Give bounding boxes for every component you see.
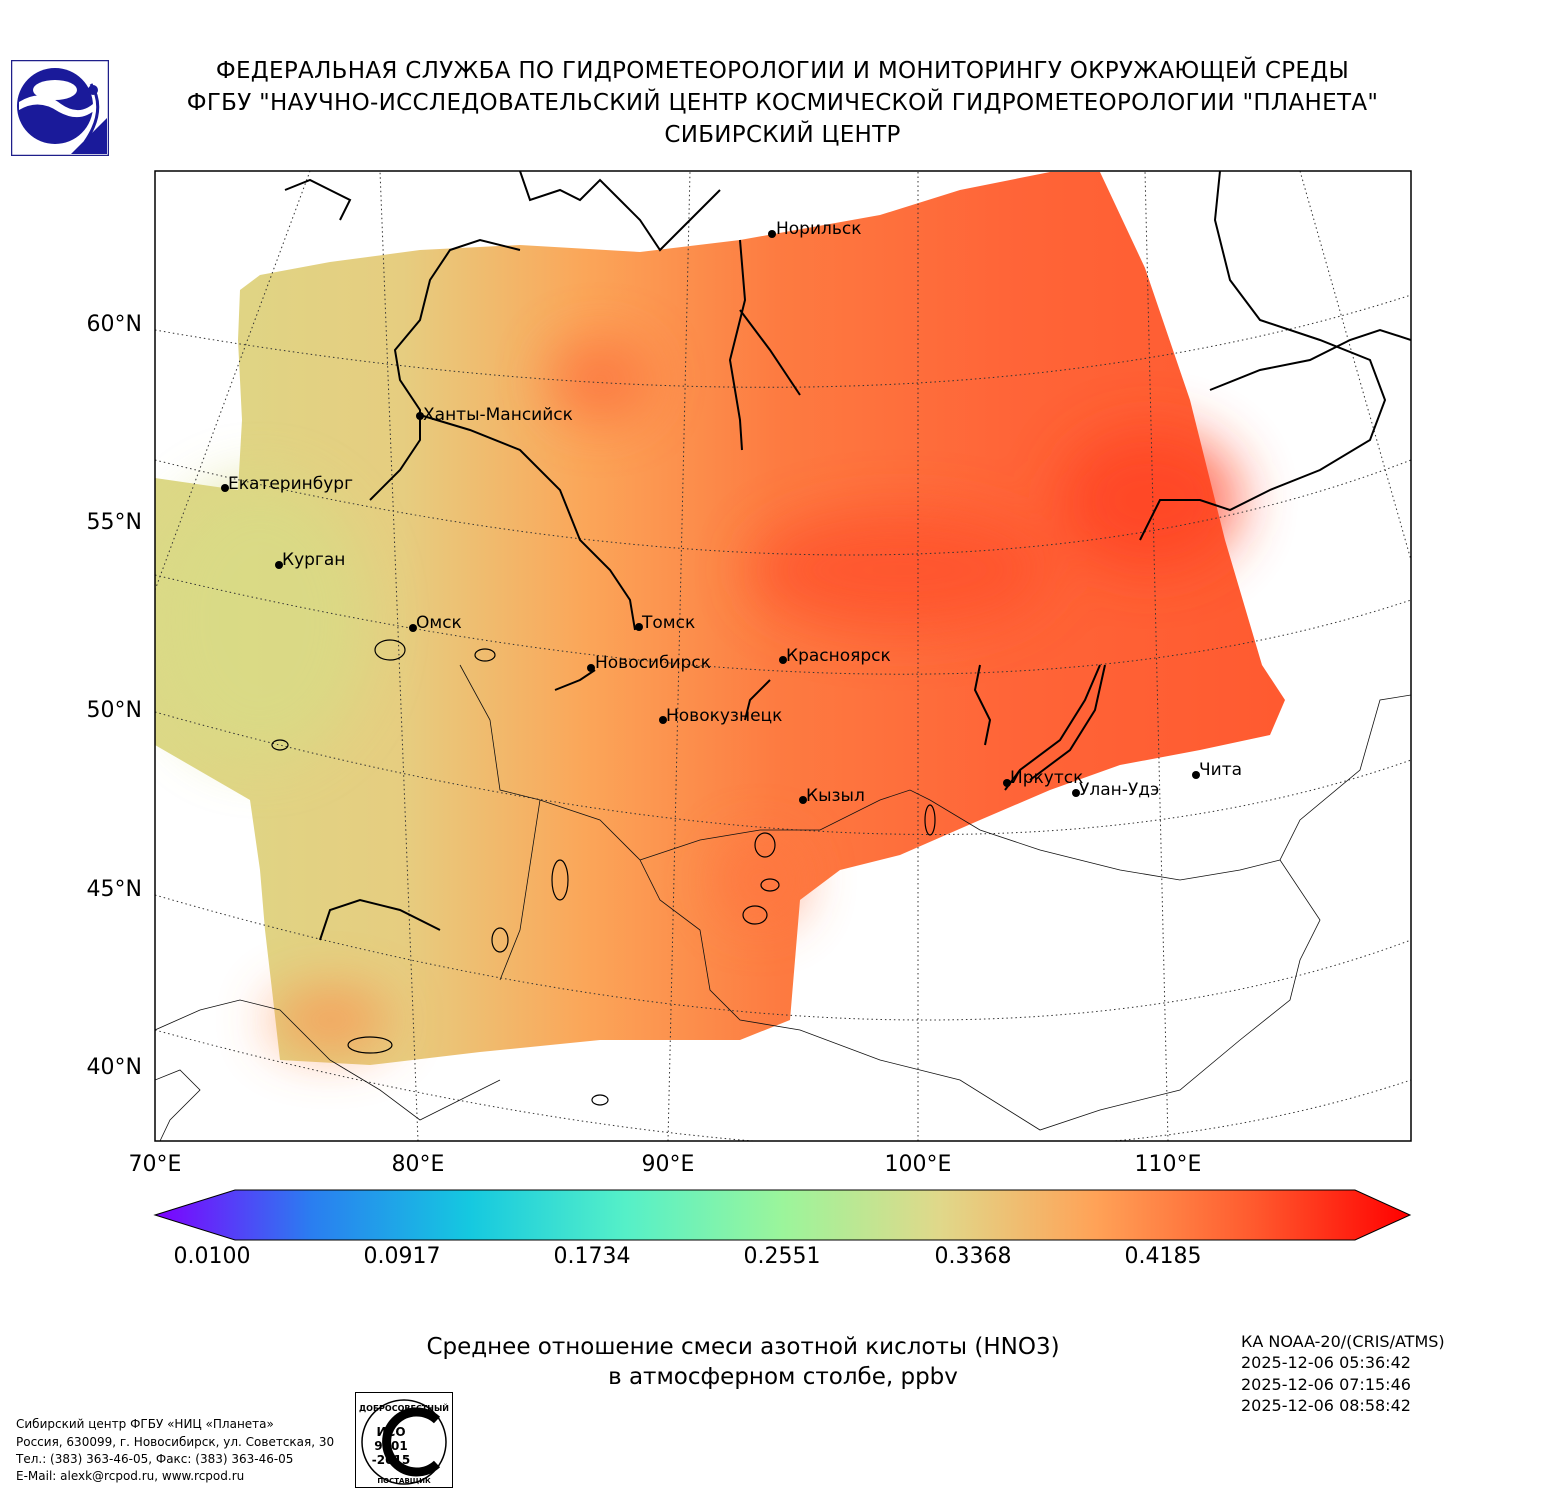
lat-label-50: 50°N [86,698,142,723]
iso-stamp-2015: -2015 [372,1453,410,1467]
colorbar-tick-4: 0.3368 [934,1244,1012,1269]
parallel-50 [155,711,1411,835]
header-agency: ФЕДЕРАЛЬНАЯ СЛУЖБА ПО ГИДРОМЕТЕОРОЛОГИИ … [215,58,1350,84]
parallel-55 [155,459,1411,556]
city-chita: Чита [1199,760,1242,780]
colorbar-tick-2: 0.1734 [553,1244,631,1269]
header-institute: ФГБУ "НАУЧНО-ИССЛЕДОВАТЕЛЬСКИЙ ЦЕНТР КОС… [186,90,1379,116]
parallel-60 [155,294,1411,388]
lon-label-100: 100°E [884,1152,952,1177]
colorbar-tick-3: 0.2551 [743,1244,821,1269]
header-center: СИБИРСКИЙ ЦЕНТР [664,122,901,148]
city-ulan-ude: Улан-Удэ [1079,780,1159,800]
satellite-time-2: 2025-12-06 07:15:46 [1241,1375,1411,1394]
city-khanty-mansiysk: Ханты-Мансийск [423,405,573,425]
contact-phone: Тел.: (383) 363-46-05, Факс: (383) 363-4… [16,1452,294,1466]
city-krasnoyarsk: Красноярск [786,646,891,666]
hno3-field [155,172,1285,1065]
lon-label-80: 80°E [391,1152,445,1177]
contact-address: Россия, 630099, г. Новосибирск, ул. Сове… [16,1435,335,1449]
colorbar-tick-0: 0.0100 [173,1244,251,1269]
iso-stamp-top: ДОБРОСОВЕСТНЫЙ [359,1402,449,1413]
city-tomsk: Томск [641,613,695,633]
lat-label-60: 60°N [86,312,142,337]
contact-email: E-Mail: alexk@rcpod.ru, www.rcpod.ru [16,1469,245,1483]
iso-stamp-iso: ИСО [376,1425,405,1439]
iso-stamp: ДОБРОСОВЕСТНЫЙ ИСО 9001 -2015 ПОСТАВЩИК [355,1392,453,1488]
lon-label-90: 90°E [641,1152,695,1177]
city-omsk: Омск [416,613,462,633]
lon-label-110: 110°E [1134,1152,1202,1177]
colorbar-tick-5: 0.4185 [1124,1244,1202,1269]
colorbar-bar [153,1189,1412,1241]
chart-title-line2: в атмосферном столбе, ppbv [608,1364,958,1390]
chart-title-line1: Среднее отношение смеси азотной кислоты … [426,1334,1060,1360]
city-norilsk: Норильск [776,219,862,239]
satellite-time-1: 2025-12-06 05:36:42 [1241,1353,1411,1372]
city-novosibirsk: Новосибирск [595,653,711,673]
city-irkutsk: Иркутск [1010,768,1083,788]
lat-label-40: 40°N [86,1055,142,1080]
parallel-52 [155,574,1411,675]
satellite-time-3: 2025-12-06 08:58:42 [1241,1396,1411,1415]
map-frame [154,170,1412,1142]
planeta-logo [11,60,109,156]
lon-label-70: 70°E [128,1152,182,1177]
city-kyzyl: Кызыл [806,786,865,806]
iso-stamp-bottom: ПОСТАВЩИК [377,1477,431,1485]
lat-label-45: 45°N [86,877,142,902]
iso-stamp-9001: 9001 [374,1439,407,1453]
satellite-name: КА NOAA-20/(CRIS/ATMS) [1241,1332,1445,1351]
city-kurgan: Курган [282,550,345,570]
colorbar-tick-1: 0.0917 [363,1244,441,1269]
colorbar [153,1189,1412,1241]
lat-label-55: 55°N [86,510,142,535]
parallel-45 [155,894,1411,1021]
meridian-115 [1299,171,1411,561]
contact-org: Сибирский центр ФГБУ «НИЦ «Планета» [16,1417,274,1431]
city-novokuznetsk: Новокузнецк [666,706,782,726]
city-yekaterinburg: Екатеринбург [228,474,353,494]
